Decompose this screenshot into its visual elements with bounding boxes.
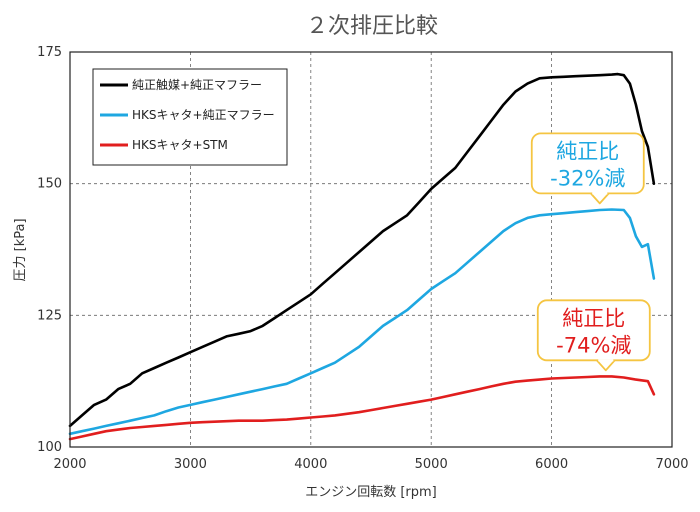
annotation-box-2 [536, 299, 651, 362]
legend: 純正触媒+純正マフラー HKSキャタ+純正マフラー HKSキャタ+STM [92, 68, 288, 166]
y-tick-175: 175 [37, 45, 62, 60]
annotation-pointer-2 [596, 359, 616, 372]
x-axis-label: エンジン回転数 [rpm] [305, 485, 437, 500]
annotation-box-1 [530, 132, 645, 195]
annotation-line1-2: 純正比 [562, 306, 625, 330]
legend-label-3: HKSキャタ+STM [132, 138, 228, 152]
y-tick-150: 150 [37, 177, 62, 192]
x-tick-7000: 7000 [655, 457, 688, 472]
legend-box [92, 68, 288, 166]
grid [70, 52, 672, 447]
chart-title: ２次排圧比較 [306, 14, 438, 39]
legend-label-1: 純正触媒+純正マフラー [132, 78, 262, 92]
series-line-3 [68, 375, 656, 441]
x-tick-4000: 4000 [294, 457, 327, 472]
legend-label-2: HKSキャタ+純正マフラー [132, 108, 275, 122]
y-tick-125: 125 [37, 308, 62, 323]
y-tick-labels: 100 125 150 175 [37, 45, 62, 455]
x-tick-2000: 2000 [53, 457, 86, 472]
y-tick-100: 100 [37, 440, 62, 455]
x-tick-6000: 6000 [535, 457, 568, 472]
series-line-1 [68, 72, 656, 428]
plot-frame [69, 51, 673, 448]
annotation-line2-1: -32%減 [550, 166, 625, 190]
y-axis-label: 圧力 [kPa] [13, 218, 28, 281]
series-lines [68, 72, 656, 441]
annotation-pointer-1 [590, 192, 610, 205]
series-line-2 [68, 208, 656, 436]
annotation-line1-1: 純正比 [556, 139, 619, 163]
x-tick-5000: 5000 [415, 457, 448, 472]
annotation-line2-2: -74%減 [556, 333, 631, 357]
x-tick-labels: 2000 3000 4000 5000 6000 7000 [53, 457, 688, 472]
x-tick-3000: 3000 [174, 457, 207, 472]
